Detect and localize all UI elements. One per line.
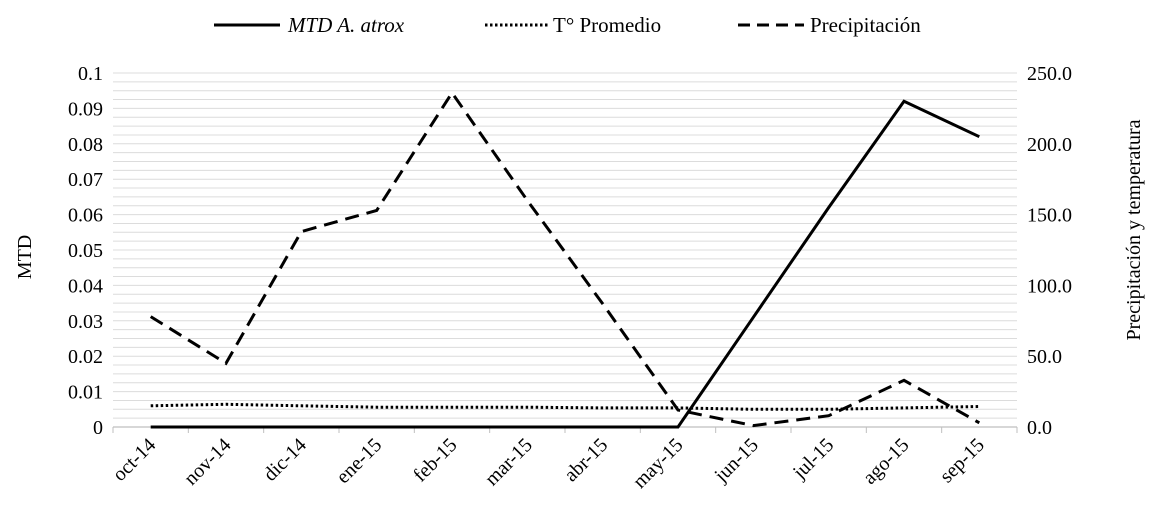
- legend: MTD A. atrox T° Promedio Precipitación: [214, 13, 921, 37]
- right-tick-label: 0.0: [1027, 417, 1052, 439]
- left-tick-label: 0.08: [68, 134, 103, 156]
- left-tick-label: 0.01: [68, 382, 103, 404]
- left-tick-label: 0.04: [68, 275, 103, 297]
- left-tick-label: 0: [93, 417, 103, 439]
- left-tick-label: 0.09: [68, 98, 103, 120]
- x-tick-label: feb-15: [409, 434, 461, 486]
- x-axis-ticks: oct-14 nov-14 dic-14 ene-15 feb-15 mar-15 abr-…: [109, 434, 989, 493]
- right-tick-label: 50.0: [1027, 346, 1062, 368]
- gridlines: [113, 72, 1017, 419]
- series-layer: [149, 90, 981, 429]
- x-tick-label: dic-14: [259, 434, 311, 486]
- left-axis-ticks: 0 0.01 0.02 0.03 0.04 0.05 0.06 0.07 0.08 0.09 0.1: [68, 63, 103, 439]
- right-axis-ticks: 0.0 50.0 100.0 150.0 200.0 250.0: [1027, 63, 1072, 439]
- x-tick-label: ene-15: [332, 434, 386, 488]
- legend-label-precip: Precipitación: [810, 13, 921, 37]
- legend-label-temp: T° Promedio: [553, 13, 661, 37]
- right-axis-title: Precipitación y temperatura: [1123, 119, 1145, 340]
- x-tick-label: jun-15: [710, 434, 763, 487]
- right-tick-label: 100.0: [1027, 275, 1072, 297]
- x-tick-label: abr-15: [560, 434, 612, 486]
- right-tick-label: 250.0: [1027, 63, 1072, 85]
- left-axis-title: MTD: [14, 235, 36, 279]
- x-tick-label: ago-15: [859, 434, 914, 489]
- x-tick-label: sep-15: [936, 434, 989, 487]
- series-line-t-promedio: [150, 402, 980, 411]
- left-tick-label: 0.05: [68, 240, 103, 262]
- x-tick-label: mar-15: [481, 434, 537, 490]
- left-tick-label: 0.02: [68, 346, 103, 368]
- left-tick-label: 0.1: [78, 63, 103, 85]
- right-tick-label: 150.0: [1027, 205, 1072, 227]
- series-line-precipitaci-n: [149, 90, 981, 428]
- left-tick-label: 0.03: [68, 311, 103, 333]
- x-tick-label: oct-14: [109, 434, 161, 486]
- left-tick-label: 0.07: [68, 169, 103, 191]
- legend-label-mtd: MTD A. atrox: [287, 13, 405, 37]
- right-tick-label: 200.0: [1027, 134, 1072, 156]
- x-tick-label: jul-15: [788, 434, 838, 484]
- series-line-mtd-a-atrox: [150, 99, 980, 429]
- left-tick-label: 0.06: [68, 205, 103, 227]
- x-tick-label: nov-14: [180, 434, 236, 490]
- x-tick-label: may-15: [629, 434, 688, 493]
